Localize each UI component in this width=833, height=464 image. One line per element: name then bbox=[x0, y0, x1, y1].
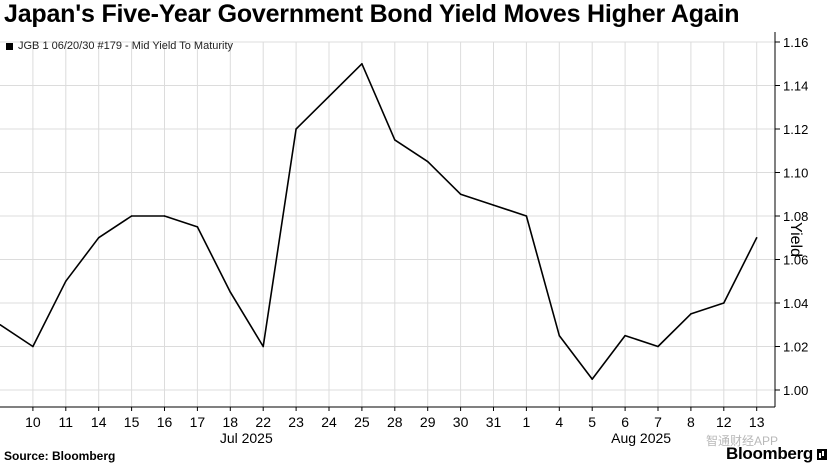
x-month-label: Aug 2025 bbox=[611, 430, 671, 446]
x-tick-label: 31 bbox=[486, 414, 502, 430]
y-axis-ticks: 1.16 1.14 1.12 1.10 1.08 1.06 1.04 1.02 1.00 bbox=[775, 35, 808, 398]
data-point bbox=[196, 226, 199, 228]
data-point bbox=[361, 62, 363, 65]
y-tick-label: 1.06 bbox=[783, 253, 808, 268]
bar-chart-icon bbox=[817, 448, 827, 460]
data-point bbox=[32, 345, 34, 348]
data-point bbox=[624, 334, 626, 337]
data-point bbox=[591, 378, 593, 380]
x-tick-label: 29 bbox=[420, 414, 436, 430]
gridlines bbox=[0, 41, 775, 407]
x-tick-label: 22 bbox=[255, 414, 271, 430]
data-point bbox=[723, 302, 725, 304]
x-tick-label: 10 bbox=[25, 414, 41, 430]
y-tick-label: 1.12 bbox=[783, 122, 808, 137]
source-note: Source: Bloomberg bbox=[4, 449, 116, 463]
y-tick-label: 1.16 bbox=[783, 35, 808, 50]
chart-title: Japan's Five-Year Government Bond Yield … bbox=[4, 0, 740, 28]
x-tick-label: 15 bbox=[124, 414, 140, 430]
x-tick-label: 11 bbox=[59, 414, 74, 430]
x-tick-label: 12 bbox=[716, 414, 732, 430]
x-tick-label: 1 bbox=[523, 414, 531, 430]
data-point bbox=[492, 204, 495, 206]
data-point bbox=[295, 128, 297, 130]
data-point bbox=[130, 215, 133, 217]
data-point bbox=[525, 215, 528, 217]
data-point bbox=[65, 280, 67, 283]
brand-logo: Bloomberg bbox=[726, 444, 827, 464]
y-tick-label: 1.10 bbox=[783, 166, 808, 181]
data-point bbox=[657, 345, 659, 348]
watermark: 智通财经APP bbox=[706, 434, 779, 448]
data-point bbox=[328, 95, 330, 98]
x-tick-label: 6 bbox=[621, 414, 629, 430]
x-tick-label: 28 bbox=[387, 414, 403, 430]
data-point bbox=[558, 334, 561, 337]
data-point bbox=[459, 193, 462, 196]
x-tick-label: 14 bbox=[91, 414, 107, 430]
legend: JGB 1 06/20/30 #179 - Mid Yield To Matur… bbox=[6, 40, 233, 52]
data-point bbox=[262, 345, 265, 348]
data-point bbox=[690, 313, 692, 315]
y-tick-label: 1.14 bbox=[783, 79, 808, 94]
x-tick-label: 13 bbox=[749, 414, 765, 430]
y-axis-label: Yield bbox=[787, 222, 804, 257]
x-tick-label: 18 bbox=[223, 414, 239, 430]
x-tick-label: 16 bbox=[157, 414, 173, 430]
x-tick-label: 5 bbox=[588, 414, 596, 430]
month-labels: Jul 2025 Aug 2025 bbox=[220, 430, 671, 446]
x-month-label: Jul 2025 bbox=[220, 430, 273, 446]
x-tick-label: 23 bbox=[288, 414, 304, 430]
x-tick-label: 8 bbox=[687, 414, 695, 430]
brand-name: Bloomberg bbox=[725, 444, 813, 463]
x-tick-label: 17 bbox=[190, 414, 206, 430]
y-tick-label: 1.00 bbox=[783, 383, 808, 398]
x-axis-ticks: 10 11 14 15 16 17 18 22 23 24 25 28 29 30 31 1 4 5 6 7 8 12 13 bbox=[25, 407, 765, 430]
x-tick-label: 25 bbox=[354, 414, 370, 430]
legend-label: JGB 1 06/20/30 #179 - Mid Yield To Matur… bbox=[18, 40, 234, 52]
legend-swatch bbox=[6, 42, 13, 50]
data-point bbox=[0, 323, 1, 326]
x-tick-label: 4 bbox=[555, 414, 563, 430]
series-line bbox=[0, 62, 758, 380]
x-tick-label: 24 bbox=[321, 414, 337, 430]
data-point bbox=[97, 236, 100, 239]
data-point bbox=[394, 139, 396, 141]
data-point bbox=[229, 291, 232, 293]
y-tick-label: 1.08 bbox=[783, 209, 808, 224]
data-point bbox=[163, 215, 166, 217]
series-layer bbox=[0, 62, 758, 380]
x-tick-label: 7 bbox=[654, 414, 662, 430]
data-point bbox=[426, 160, 429, 163]
x-tick-label: 30 bbox=[453, 414, 469, 430]
data-point bbox=[755, 236, 758, 239]
y-tick-label: 1.04 bbox=[783, 296, 808, 311]
y-tick-label: 1.02 bbox=[783, 340, 808, 355]
